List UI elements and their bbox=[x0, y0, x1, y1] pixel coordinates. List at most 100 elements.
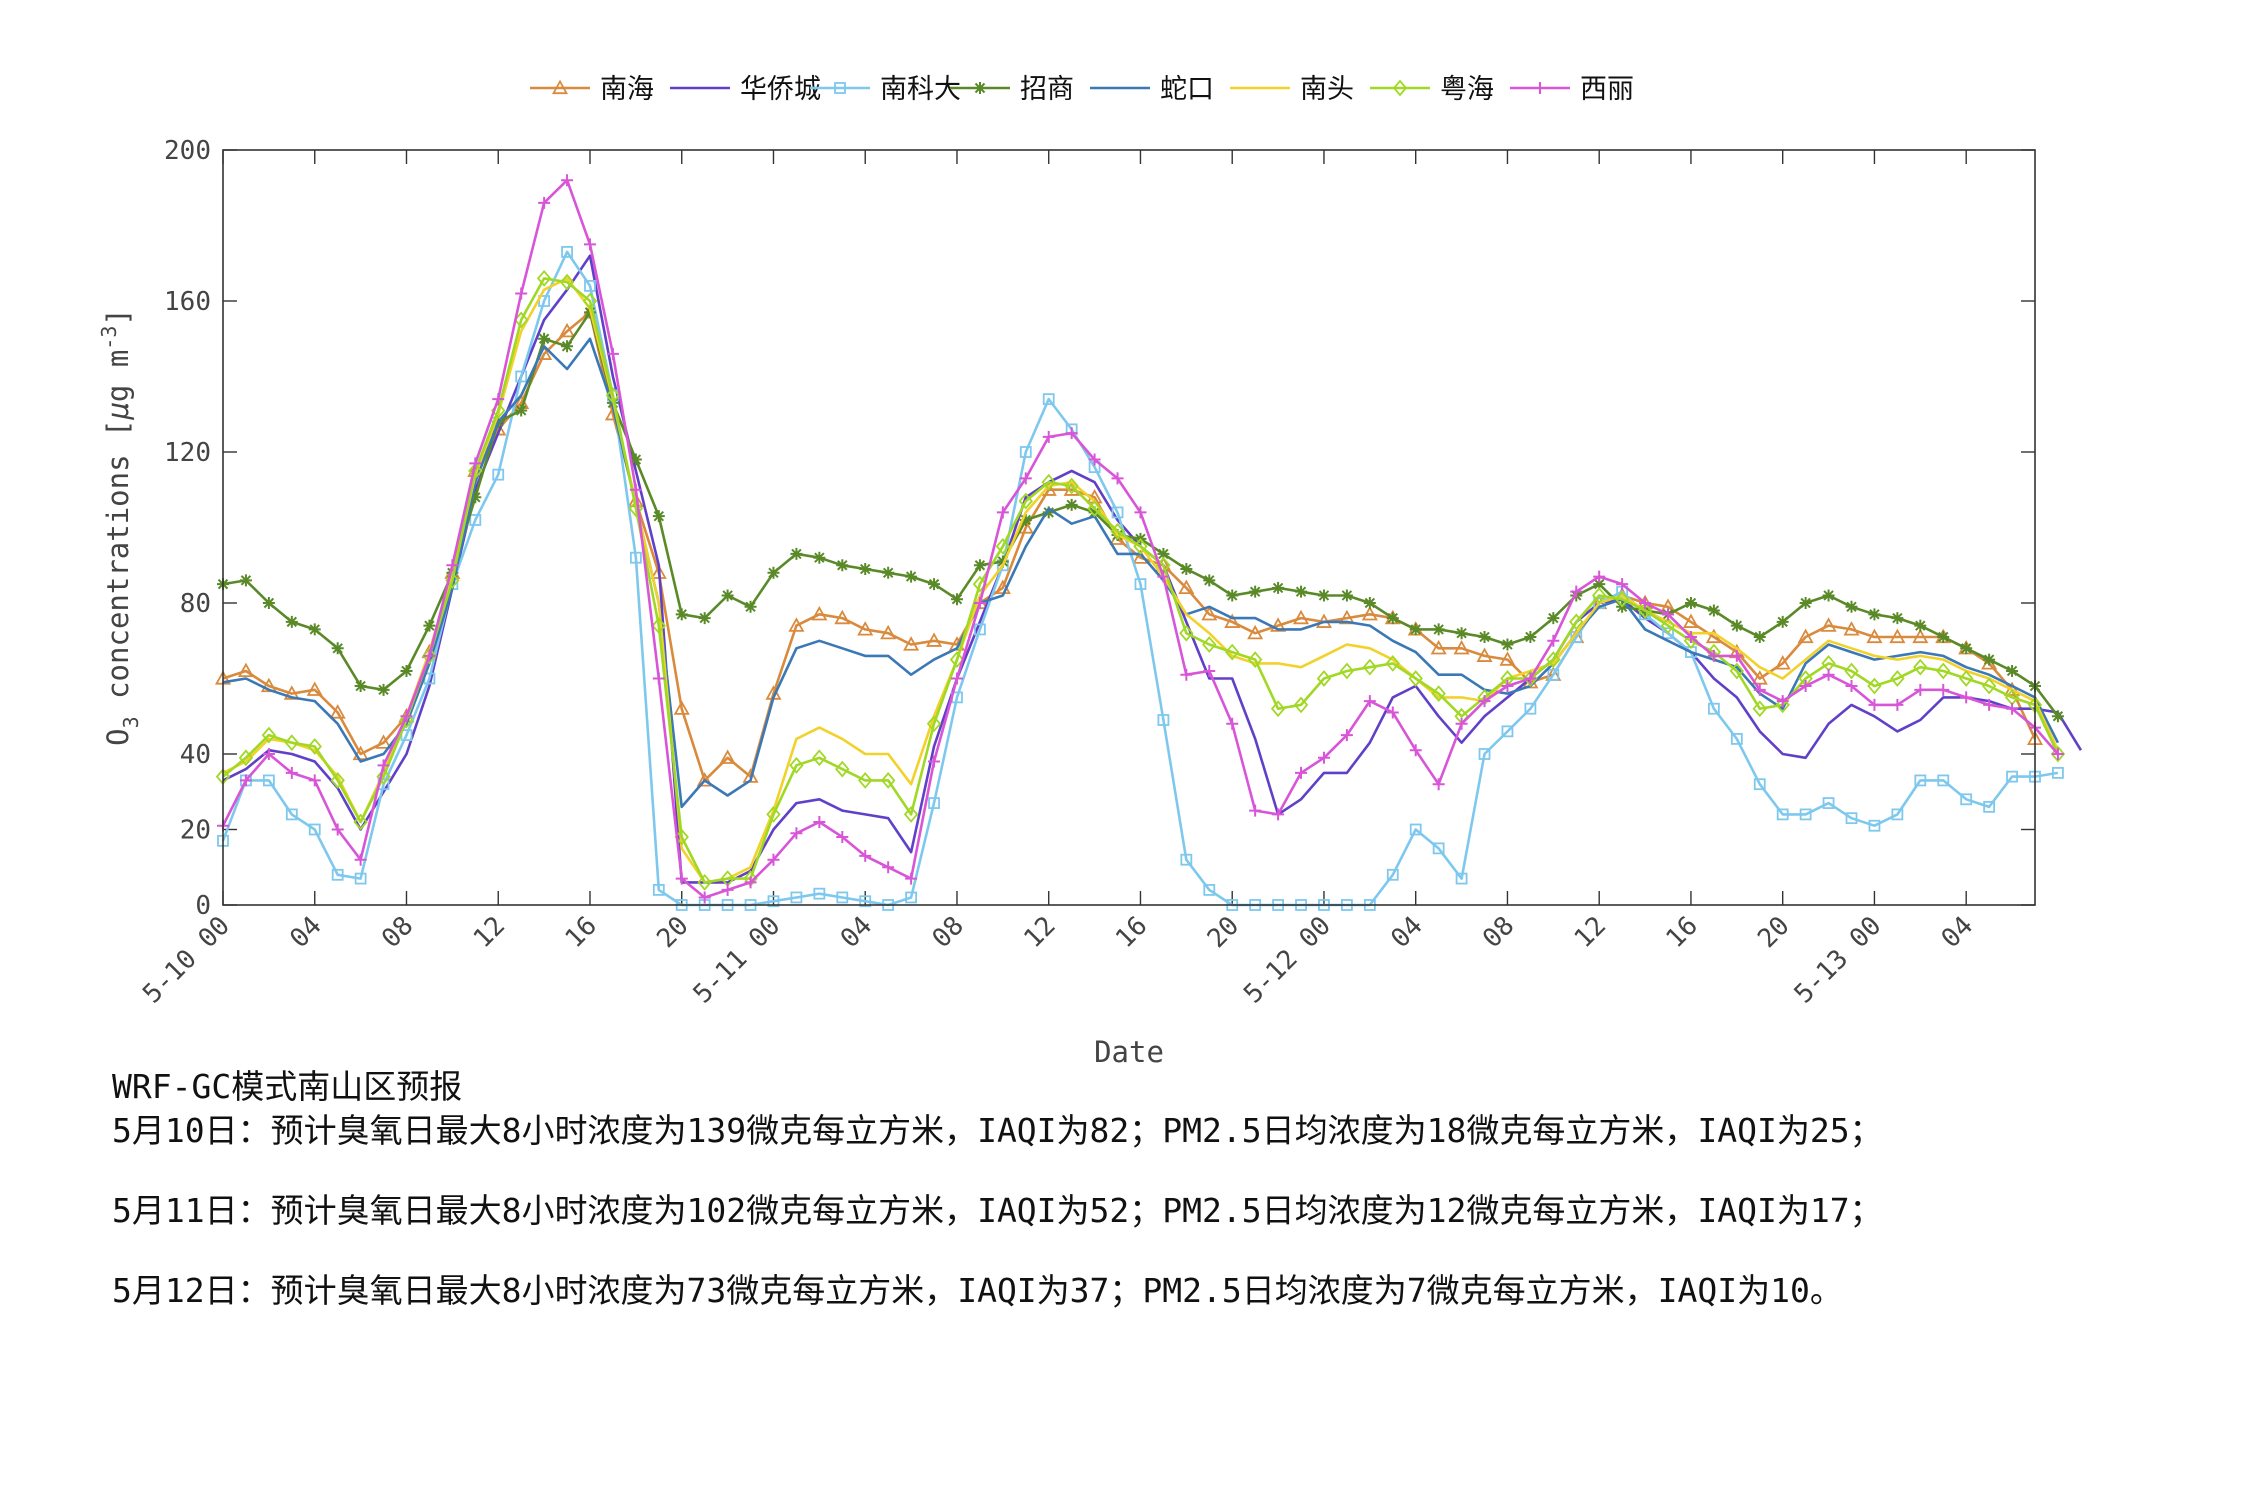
x-tick-label: 5-10 00 bbox=[137, 911, 236, 1010]
data-point bbox=[1203, 574, 1216, 587]
data-point bbox=[1660, 617, 1676, 635]
data-point bbox=[950, 593, 963, 606]
data-point bbox=[973, 597, 986, 609]
data-point bbox=[928, 755, 941, 768]
data-point bbox=[905, 570, 918, 583]
y-tick-label: 120 bbox=[164, 438, 211, 468]
data-point bbox=[1730, 619, 1743, 632]
data-point bbox=[1843, 621, 1860, 636]
data-point bbox=[1683, 632, 1699, 650]
data-point bbox=[1386, 868, 1399, 881]
x-tick-label: 5-11 00 bbox=[688, 911, 787, 1010]
data-point bbox=[697, 873, 712, 891]
legend-label: 华侨城 bbox=[740, 74, 821, 105]
data-point bbox=[1295, 766, 1308, 779]
data-point bbox=[1913, 658, 1928, 676]
data-point bbox=[811, 605, 828, 621]
data-point bbox=[1133, 537, 1148, 555]
data-point bbox=[1592, 587, 1607, 604]
legend-marker bbox=[1392, 79, 1408, 97]
data-point bbox=[1797, 628, 1814, 644]
data-point bbox=[721, 883, 734, 896]
data-point bbox=[949, 651, 965, 669]
data-point bbox=[606, 347, 619, 360]
legend-item: 粤海 bbox=[1370, 74, 1494, 105]
data-point bbox=[1340, 589, 1353, 602]
forecast-line-day1: 5月10日：预计臭氧日最大8小时浓度为139微克每立方米，IAQI为82；PM2… bbox=[112, 1111, 1883, 1150]
data-point bbox=[629, 453, 642, 466]
data-point bbox=[1614, 590, 1630, 608]
data-point bbox=[1226, 589, 1239, 602]
data-point bbox=[1180, 563, 1193, 576]
y-axis-label-sup: -3 bbox=[97, 326, 121, 350]
data-point bbox=[1616, 578, 1629, 591]
legend-item: 南科大 bbox=[810, 74, 961, 105]
data-point bbox=[974, 623, 986, 636]
data-point bbox=[1753, 630, 1766, 643]
data-point bbox=[789, 756, 804, 774]
data-point bbox=[1340, 729, 1353, 742]
data-point bbox=[1547, 668, 1560, 681]
data-point bbox=[559, 322, 576, 338]
data-point bbox=[628, 500, 644, 518]
y-tick-label: 200 bbox=[164, 136, 211, 166]
data-point bbox=[262, 774, 275, 787]
y-axis-label-sub3: 3 bbox=[119, 716, 143, 728]
data-point bbox=[1868, 819, 1881, 832]
x-tick-label: 12 bbox=[1018, 911, 1061, 954]
data-point bbox=[1478, 748, 1491, 760]
data-point bbox=[1363, 597, 1376, 609]
data-point bbox=[1983, 653, 1996, 666]
data-point bbox=[1065, 498, 1078, 511]
data-point bbox=[1912, 628, 1929, 644]
forecast-title: WRF-GC模式南山区预报 bbox=[112, 1067, 463, 1106]
data-point bbox=[950, 672, 963, 685]
data-point bbox=[1707, 702, 1720, 715]
data-point bbox=[1249, 804, 1262, 817]
data-point bbox=[1157, 570, 1170, 583]
data-point bbox=[1019, 472, 1032, 485]
data-point bbox=[605, 386, 621, 404]
data-point bbox=[1385, 655, 1400, 672]
data-point bbox=[1960, 642, 1973, 655]
data-point bbox=[1316, 670, 1332, 687]
data-point bbox=[285, 615, 298, 628]
data-point bbox=[1799, 680, 1812, 693]
series-layer bbox=[214, 174, 2083, 911]
data-point bbox=[696, 772, 713, 787]
data-point bbox=[1868, 698, 1881, 711]
x-tick-label: 20 bbox=[651, 911, 694, 954]
y-tick-label: 40 bbox=[180, 740, 211, 770]
x-tick-label: 04 bbox=[835, 911, 878, 954]
x-tick-label: 04 bbox=[1385, 911, 1428, 954]
data-point bbox=[1593, 578, 1606, 591]
data-point bbox=[1593, 570, 1606, 583]
data-point bbox=[1157, 547, 1170, 560]
data-point bbox=[446, 559, 459, 572]
data-point bbox=[1178, 579, 1195, 594]
data-point bbox=[492, 393, 505, 406]
data-point bbox=[1110, 522, 1125, 540]
data-point bbox=[767, 566, 780, 579]
data-point bbox=[1501, 680, 1514, 693]
data-point bbox=[1363, 695, 1376, 708]
data-point bbox=[836, 559, 849, 572]
data-point bbox=[1249, 585, 1262, 598]
data-point bbox=[926, 715, 942, 733]
data-point bbox=[1432, 623, 1445, 636]
svg-text:O3 concentrations [μg m-3]: O3 concentrations [μg m-3] bbox=[97, 308, 143, 746]
data-point bbox=[1822, 589, 1835, 602]
data-point bbox=[1983, 800, 1996, 813]
data-point bbox=[285, 766, 298, 779]
data-point bbox=[1914, 683, 1927, 696]
data-point bbox=[262, 597, 275, 609]
data-point bbox=[1867, 677, 1882, 695]
data-point bbox=[1547, 612, 1560, 625]
legend-marker bbox=[974, 82, 986, 94]
x-tick-label: 16 bbox=[1110, 911, 1153, 954]
forecast-line-day3: 5月12日：预计臭氧日最大8小时浓度为73微克每立方米，IAQI为37；PM2.… bbox=[112, 1271, 1843, 1310]
data-point bbox=[308, 774, 321, 787]
data-point bbox=[331, 868, 344, 881]
data-point bbox=[285, 808, 298, 821]
data-point bbox=[652, 672, 665, 685]
